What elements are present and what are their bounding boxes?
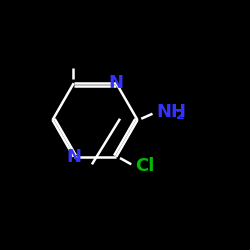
Text: N: N <box>109 74 124 92</box>
Text: 2: 2 <box>176 109 185 122</box>
Text: Cl: Cl <box>135 157 154 175</box>
Text: N: N <box>66 148 81 166</box>
Text: NH: NH <box>156 103 186 121</box>
